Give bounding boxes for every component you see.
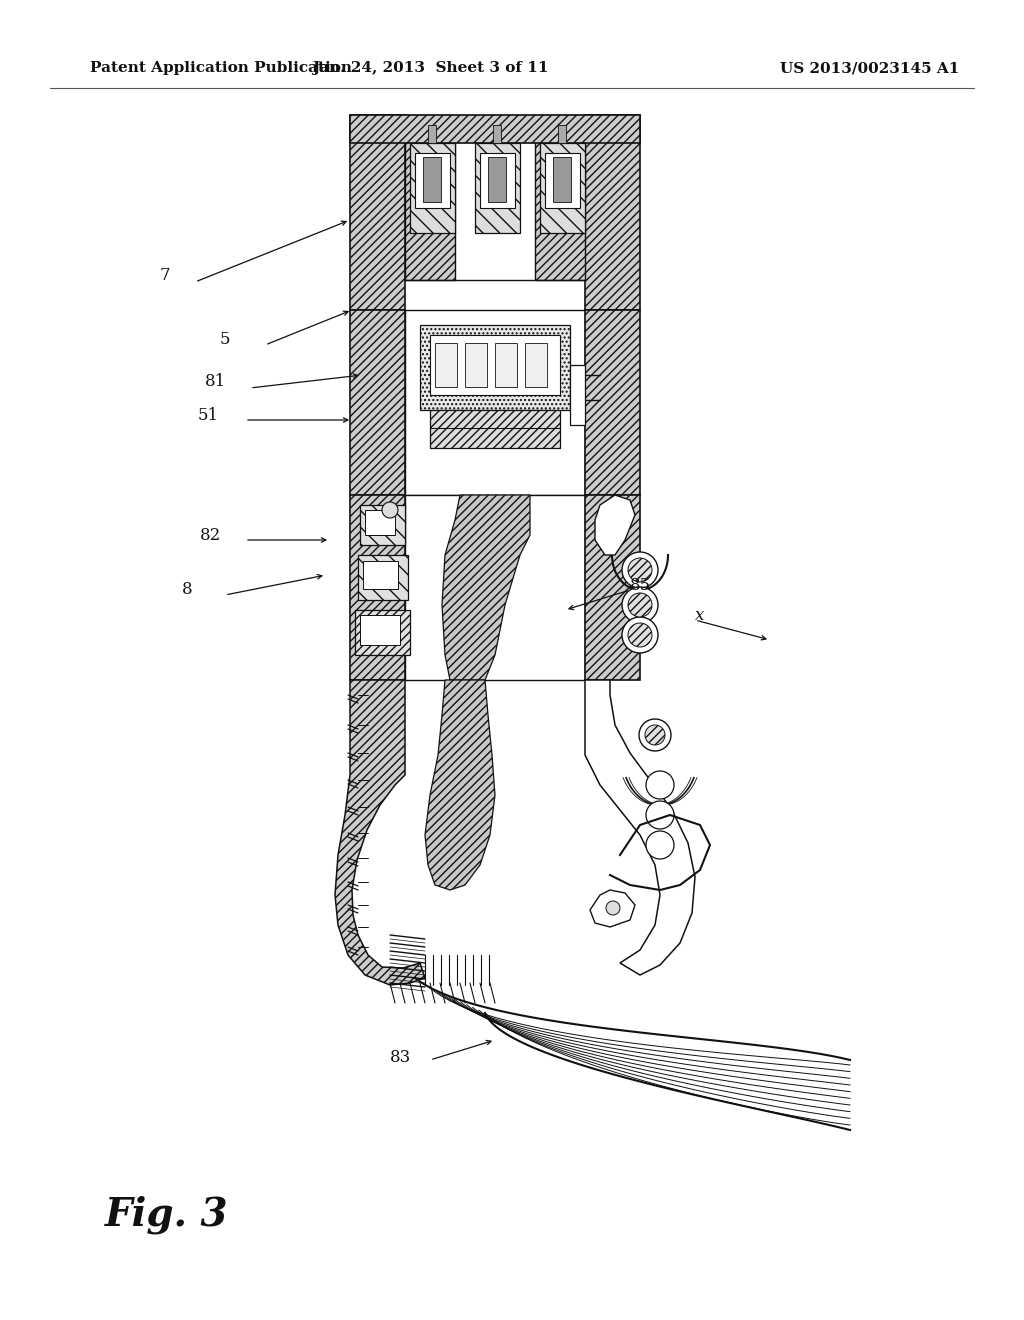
Polygon shape [590, 890, 635, 927]
Bar [475, 143, 520, 234]
Bar [350, 495, 406, 680]
Text: Jan. 24, 2013  Sheet 3 of 11: Jan. 24, 2013 Sheet 3 of 11 [311, 61, 548, 75]
Bar [545, 153, 580, 209]
Text: 8: 8 [182, 582, 193, 598]
Text: 7: 7 [160, 267, 171, 284]
Bar [415, 153, 450, 209]
Bar [585, 495, 640, 680]
Bar [423, 157, 441, 202]
Bar [435, 343, 457, 387]
Polygon shape [425, 680, 495, 890]
Text: US 2013/0023145 A1: US 2013/0023145 A1 [780, 61, 959, 75]
Bar [488, 157, 506, 202]
Polygon shape [442, 495, 530, 680]
Text: 81: 81 [205, 374, 226, 391]
Circle shape [628, 558, 652, 582]
Text: 83: 83 [390, 1049, 412, 1067]
Bar [355, 610, 410, 655]
Bar [410, 143, 455, 234]
Polygon shape [585, 680, 695, 975]
Circle shape [646, 832, 674, 859]
Bar [360, 615, 400, 645]
Circle shape [622, 587, 658, 623]
Circle shape [639, 719, 671, 751]
Bar [465, 343, 487, 387]
Circle shape [622, 616, 658, 653]
Bar [585, 115, 640, 310]
Bar [362, 561, 398, 589]
Text: Patent Application Publication: Patent Application Publication [90, 61, 352, 75]
Circle shape [646, 771, 674, 799]
Bar [420, 325, 570, 411]
Bar [430, 411, 560, 447]
Bar [360, 506, 406, 545]
Bar [430, 335, 560, 395]
Bar [480, 153, 515, 209]
Bar [553, 157, 571, 202]
Text: 85: 85 [630, 577, 651, 594]
Bar [406, 495, 585, 680]
Circle shape [646, 801, 674, 829]
Bar [406, 115, 455, 280]
Polygon shape [595, 495, 635, 554]
Bar [558, 125, 566, 143]
Text: x: x [695, 606, 705, 623]
Text: 5: 5 [220, 331, 230, 348]
Bar [350, 115, 406, 310]
Bar [358, 554, 408, 601]
Bar [540, 143, 585, 234]
Circle shape [645, 725, 665, 744]
Bar [365, 510, 395, 535]
Circle shape [622, 552, 658, 587]
Circle shape [382, 502, 398, 517]
Bar [585, 310, 640, 495]
Bar [406, 310, 585, 495]
Bar [570, 366, 585, 425]
Circle shape [628, 623, 652, 647]
Bar [495, 343, 517, 387]
Bar [428, 125, 436, 143]
Circle shape [606, 902, 620, 915]
Bar [493, 125, 501, 143]
Bar [525, 343, 547, 387]
Polygon shape [335, 680, 425, 985]
Text: Fig. 3: Fig. 3 [105, 1196, 228, 1234]
Circle shape [628, 593, 652, 616]
Text: 82: 82 [200, 527, 221, 544]
Text: 51: 51 [198, 408, 219, 425]
Bar [535, 115, 585, 280]
Bar [350, 115, 640, 143]
Bar [350, 310, 406, 495]
